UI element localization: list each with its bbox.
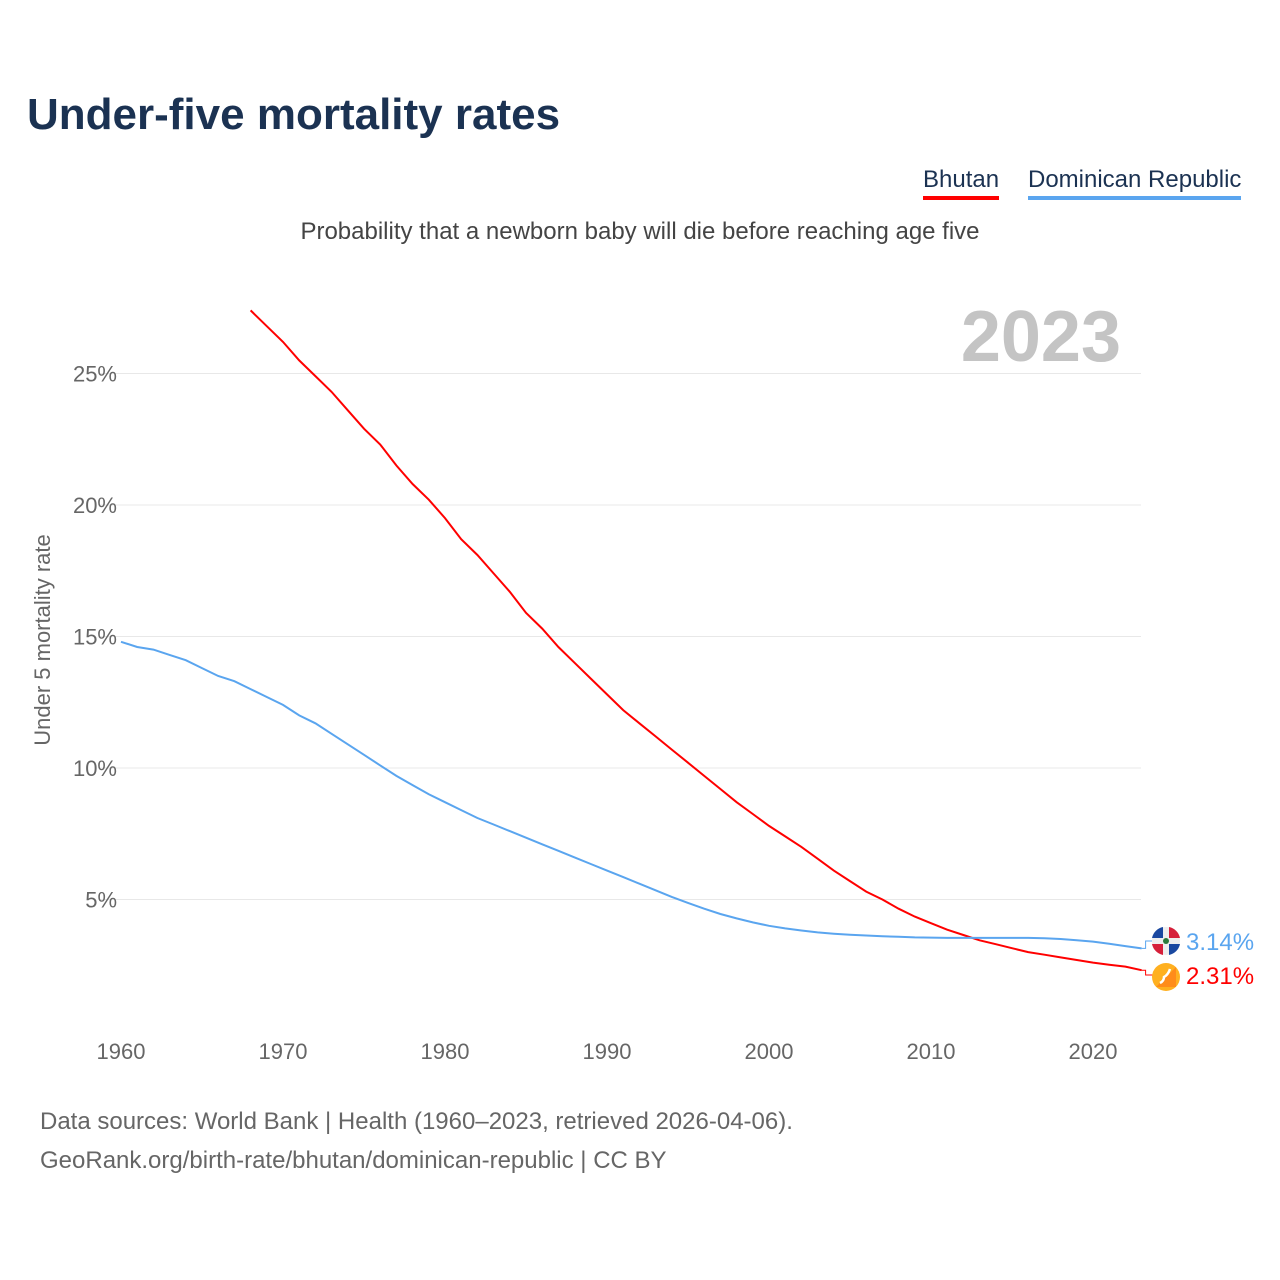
dr-flag-q1 xyxy=(1152,927,1163,938)
year-label: 2023 xyxy=(961,297,1121,377)
x-tick-label: 2010 xyxy=(907,1039,956,1064)
x-tick-label: 1970 xyxy=(259,1039,308,1064)
x-tick-label: 1990 xyxy=(583,1039,632,1064)
end-connector xyxy=(1141,969,1154,976)
dr-flag-emblem xyxy=(1163,938,1169,944)
x-tick-label: 1960 xyxy=(97,1039,146,1064)
series-line-dominican-republic xyxy=(120,640,1142,950)
bhutan-flag-dragon xyxy=(1159,968,1172,985)
end-connector xyxy=(1141,940,1154,949)
end-value-label: 3.14% xyxy=(1186,929,1254,956)
y-axis-label: Under 5 mortality rate xyxy=(30,534,55,746)
x-tick-label: 2020 xyxy=(1069,1039,1118,1064)
data-source: Data sources: World Bank | Health (1960–… xyxy=(40,1108,793,1135)
source-link[interactable]: GeoRank.org/birth-rate/bhutan/dominican-… xyxy=(40,1147,667,1174)
end-value-label: 2.31% xyxy=(1186,963,1254,990)
series-line-bhutan xyxy=(249,309,1142,972)
x-tick-label: 2000 xyxy=(745,1039,794,1064)
legend-item-dominican-republic[interactable]: Dominican Republic xyxy=(1028,166,1242,200)
y-tick-label: 5% xyxy=(85,888,117,913)
dr-flag-q3 xyxy=(1152,944,1163,955)
dr-flag-q4 xyxy=(1169,944,1180,955)
y-tick-label: 25% xyxy=(73,362,117,387)
y-tick-label: 15% xyxy=(73,625,117,650)
y-tick-label: 10% xyxy=(73,756,117,781)
chart-subtitle: Probability that a newborn baby will die… xyxy=(300,218,980,245)
chart-title: Under-five mortality rates xyxy=(27,90,561,139)
legend-item-bhutan[interactable]: Bhutan xyxy=(923,166,1000,200)
dr-flag-q2 xyxy=(1169,927,1180,938)
x-tick-label: 1980 xyxy=(421,1039,470,1064)
y-tick-label: 20% xyxy=(73,493,117,518)
